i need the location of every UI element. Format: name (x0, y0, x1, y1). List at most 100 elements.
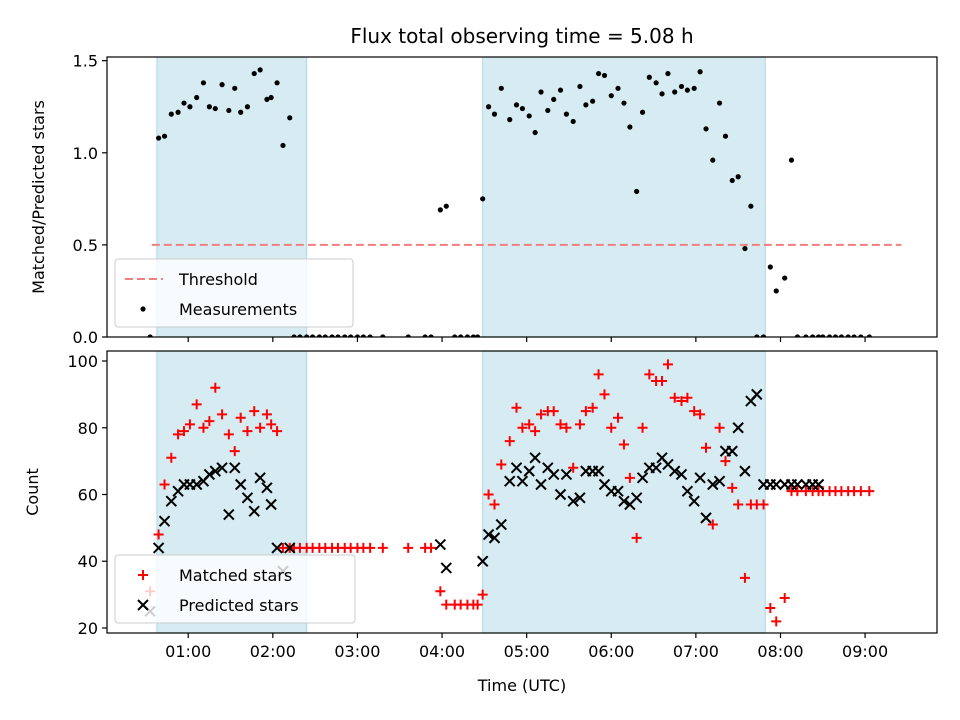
measurement-point (219, 82, 225, 88)
matched-star-point (255, 422, 266, 433)
predicted-star-point (592, 465, 605, 477)
measurement-point (621, 100, 627, 106)
measurement-point (360, 334, 366, 337)
predicted-star-point (434, 538, 447, 551)
x-tick-label: 08:00 (757, 642, 803, 661)
predicted-star-point (476, 555, 489, 567)
predicted-star-point (574, 492, 586, 504)
predicted-star-point (535, 478, 547, 491)
predicted-star-point (812, 478, 825, 491)
matched-star-point (536, 409, 547, 420)
measurement-point (264, 96, 270, 102)
measurement-point (532, 129, 538, 136)
predicted-star-point (516, 475, 529, 487)
measurement-point (244, 104, 251, 110)
predicted-star-point (669, 465, 681, 477)
measurement-point (615, 85, 621, 91)
matched-star-point (669, 392, 680, 403)
measurement-point (513, 102, 520, 108)
count-y-axis-label: Count (23, 468, 42, 516)
matched-star-point (472, 599, 483, 610)
measurement-point (181, 100, 187, 106)
legend-label: Threshold (178, 270, 258, 289)
count-y-tick-label: 40 (78, 552, 98, 571)
ratio-y-axis-label: Matched/Predicted stars (29, 100, 48, 294)
matched-star-point (792, 486, 803, 497)
measurement-point (526, 113, 532, 119)
predicted-star-point (203, 468, 216, 481)
measurement-point (309, 334, 316, 337)
predicted-star-point (560, 468, 573, 481)
measurement-point (147, 334, 153, 337)
x-tick-label: 02:00 (250, 642, 296, 661)
count-y-tick-label: 80 (78, 419, 98, 438)
measurement-point (742, 245, 748, 252)
predicted-star-point (209, 465, 222, 477)
measurement-point (858, 334, 864, 337)
matched-star-point (758, 499, 769, 510)
ratio-legend-box (114, 258, 354, 328)
count-y-tick-label: 60 (78, 486, 98, 505)
measurement-point (470, 334, 476, 337)
predicted-star-point (495, 518, 507, 531)
predicted-star-point (636, 472, 649, 484)
matched-star-point (864, 486, 875, 497)
ratio-legend: Threshold Measurements (114, 258, 354, 328)
measurement-point (474, 334, 481, 337)
matched-star-point (229, 446, 240, 457)
matched-star-point (587, 402, 598, 413)
measurement-point (232, 85, 238, 91)
matched-star-point (511, 402, 522, 413)
matched-star-point (210, 382, 221, 393)
measurement-point (354, 334, 361, 337)
measurement-point (545, 107, 551, 114)
measurement-point (838, 334, 844, 337)
legend-matched-swatch (138, 570, 148, 580)
predicted-star-point (675, 468, 688, 481)
matched-star-point (477, 589, 488, 600)
predicted-star-point (254, 472, 266, 484)
measurement-point (845, 334, 851, 337)
x-tick-label: 06:00 (588, 642, 634, 661)
x-axis-label: Time (UTC) (477, 676, 566, 695)
matched-star-point (657, 376, 668, 387)
predicted-star-point (271, 542, 283, 554)
predicted-star-point (248, 505, 260, 517)
matched-star-point (701, 442, 712, 453)
matched-star-point (249, 406, 260, 417)
matched-star-point (266, 419, 277, 430)
matched-star-point (272, 426, 283, 437)
measurement-point (268, 94, 274, 101)
measurement-point (212, 105, 218, 112)
matched-star-point (695, 409, 706, 420)
predicted-star-point (548, 468, 560, 481)
measurement-point (748, 203, 754, 209)
measurement-point (507, 117, 513, 123)
measurement-point (428, 334, 434, 337)
measurement-point (716, 100, 723, 106)
measurement-point (760, 334, 767, 337)
matched-star-point (204, 416, 215, 427)
matched-star-point (574, 419, 585, 430)
x-tick-label: 04:00 (419, 642, 465, 661)
measurement-point (773, 288, 779, 294)
matched-star-point (593, 369, 604, 380)
legend-measurement-swatch (140, 306, 146, 312)
ratio-observing-window-2 (482, 57, 766, 337)
matched-star-point (739, 572, 750, 583)
measurement-point (881, 0, 886, 3)
matched-star-point (223, 429, 234, 440)
measurement-point (200, 80, 207, 86)
measurement-point (452, 334, 458, 337)
count-plot-area (144, 351, 875, 633)
measurement-point (464, 334, 471, 337)
measurement-point (322, 334, 328, 337)
measurement-point (348, 334, 354, 337)
predicted-star-point (440, 562, 452, 574)
predicted-star-point (700, 512, 712, 524)
measurement-point (458, 334, 464, 337)
measurement-point (577, 83, 583, 90)
predicted-star-point (265, 498, 277, 511)
measurement-point (710, 157, 716, 163)
